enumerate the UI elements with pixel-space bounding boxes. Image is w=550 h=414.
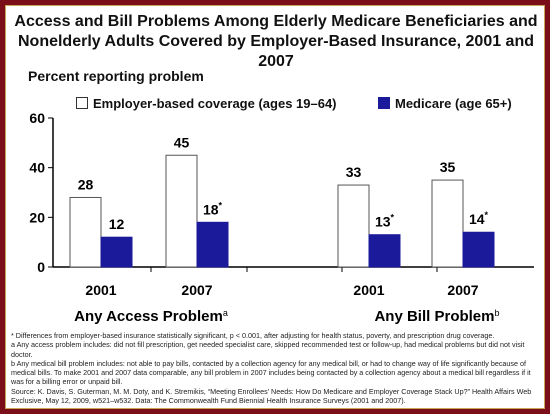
- category-label: 2007: [181, 282, 212, 298]
- legend-item-employer: Employer-based coverage (ages 19–64): [76, 96, 337, 111]
- data-label-employer: 45: [174, 134, 190, 150]
- footnote-bill: b Any medical bill problem includes: not…: [11, 358, 531, 387]
- data-label-medicare: 13*: [375, 213, 395, 230]
- bar-employer: [165, 154, 198, 268]
- footnote-source: Source: K. Davis, S. Guterman, M. M. Dot…: [11, 386, 532, 406]
- y-tick-label: 0: [37, 259, 45, 275]
- group-label: Any Access Problema: [74, 308, 228, 325]
- legend-swatch-medicare: [378, 97, 390, 109]
- bar-employer: [431, 179, 464, 268]
- data-label-employer: 35: [440, 159, 456, 175]
- footnotes: * Differences from employer-based insura…: [11, 331, 541, 405]
- legend-label-employer: Employer-based coverage (ages 19–64): [93, 96, 337, 111]
- data-label-medicare: 14*: [469, 210, 489, 227]
- bar-employer: [69, 196, 102, 268]
- data-label-medicare: 12: [109, 216, 125, 232]
- category-label: 2001: [353, 282, 384, 298]
- group-label: Any Bill Problemb: [374, 308, 499, 325]
- data-label-employer: 28: [78, 176, 94, 192]
- slide-panel: Access and Bill Problems Among Elderly M…: [5, 5, 545, 409]
- title-line-1: Access and Bill Problems Among Elderly M…: [14, 13, 538, 30]
- y-axis-label: Percent reporting problem: [28, 68, 204, 84]
- y-tick-label: 60: [29, 110, 45, 126]
- legend-label-medicare: Medicare (age 65+): [395, 96, 512, 111]
- data-label-employer: 33: [346, 164, 362, 180]
- footnote-significance: * Differences from employer-based insura…: [11, 331, 495, 340]
- bar-medicare: [100, 236, 133, 268]
- legend-item-medicare: Medicare (age 65+): [378, 96, 512, 111]
- footnote-access: a Any access problem includes: did not f…: [11, 340, 525, 359]
- title-line-2: Nonelderly Adults Covered by Employer-Ba…: [17, 33, 534, 70]
- bar-chart: 0 20 40 60 28 45 33 35 12 18* 13* 14* 2001 2007 2001 20…: [29, 110, 534, 325]
- y-tick-label: 20: [29, 209, 45, 225]
- bar-medicare: [368, 234, 401, 268]
- bar-medicare: [196, 221, 229, 268]
- category-label: 2007: [447, 282, 478, 298]
- legend-swatch-employer: [76, 97, 88, 109]
- y-tick-label: 40: [29, 160, 45, 176]
- category-label: 2001: [85, 282, 116, 298]
- data-label-medicare: 18*: [203, 200, 223, 217]
- chart-title: Access and Bill Problems Among Elderly M…: [6, 12, 546, 72]
- bar-medicare: [462, 231, 495, 268]
- bar-employer: [337, 184, 370, 268]
